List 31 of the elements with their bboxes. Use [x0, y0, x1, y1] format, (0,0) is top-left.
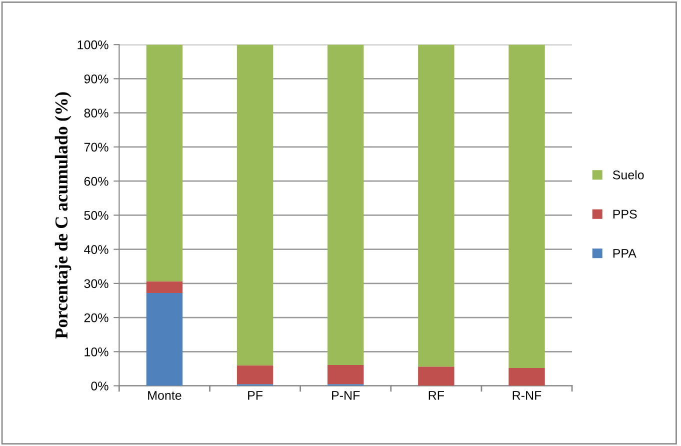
x-tick-label: P-NF	[332, 391, 360, 400]
y-axis-title: Porcentaje de C acumulado (%)	[54, 92, 72, 339]
bar	[236, 365, 274, 384]
y-tick-label: 50%	[84, 210, 108, 220]
y-tick-label: 60%	[84, 176, 108, 186]
x-tick-label: Monte	[148, 391, 182, 400]
x-tick-label: RF	[428, 391, 444, 400]
bar	[236, 44, 274, 366]
bar	[146, 44, 183, 282]
legend-label: PPA	[613, 249, 636, 258]
bar	[146, 292, 183, 386]
x-tick-label: R-NF	[512, 391, 542, 400]
legend-label: PPS	[613, 210, 637, 219]
bar	[508, 44, 545, 368]
bar	[418, 366, 454, 386]
y-tick-label: 10%	[84, 347, 108, 356]
y-tick-label: 70%	[84, 142, 108, 152]
y-tick-label: 30%	[84, 279, 108, 288]
y-tick-label: 80%	[84, 108, 108, 118]
bar	[327, 44, 364, 365]
y-tick-label: 90%	[84, 74, 108, 84]
y-tick-label: 100%	[78, 40, 108, 50]
x-tick-label: PF	[248, 391, 263, 400]
y-tick-label: 20%	[84, 313, 108, 322]
y-tick-label: 40%	[84, 245, 108, 254]
bar	[418, 44, 454, 367]
bar	[327, 364, 364, 384]
y-tick-label: 0%	[91, 382, 108, 390]
bar	[508, 368, 545, 386]
bar	[146, 281, 183, 293]
legend-label: Suelo	[612, 170, 644, 180]
